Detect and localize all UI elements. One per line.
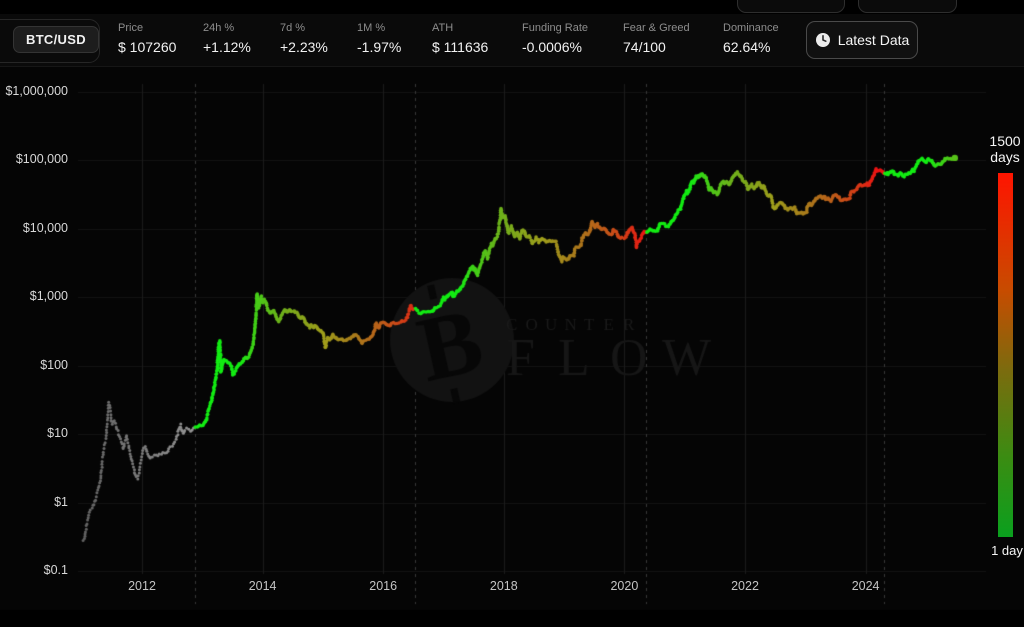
y-axis-tick-label: $10,000: [22, 220, 68, 235]
legend-min-label: 1 day: [991, 543, 1023, 558]
x-axis-tick-label: 2022: [731, 579, 759, 593]
stat-label: 24h %: [203, 22, 235, 34]
y-axis-tick-label: $100: [40, 357, 68, 372]
pair-button[interactable]: BTC/USD: [13, 26, 99, 53]
bottom-bar: [0, 610, 1024, 627]
x-axis-tick-label: 2020: [610, 579, 639, 593]
pair-selector-frame: [0, 19, 100, 63]
stat-label: Fear & Greed: [623, 22, 690, 34]
y-axis-tick-label: $0.1: [43, 563, 68, 577]
stat-funding-rate: Funding Rate -0.0006%: [522, 22, 588, 55]
stat-label: ATH: [432, 22, 454, 34]
x-axis-tick-label: 2024: [851, 579, 880, 593]
stat-fear-greed: Fear & Greed 74/100: [623, 22, 690, 55]
x-axis-tick-label: 2012: [128, 579, 156, 593]
y-axis-tick-label: $1: [54, 494, 68, 509]
stat-price: Price $ 107260: [118, 22, 176, 55]
stat-label: Dominance: [723, 22, 779, 34]
stat-value: +1.12%: [203, 39, 251, 55]
latest-data-label: Latest Data: [837, 32, 910, 48]
stat-24h: 24h % +1.12%: [203, 22, 251, 55]
y-axis-tick-label: $1,000: [29, 289, 68, 303]
top-partial-button-1[interactable]: [737, 0, 845, 13]
stat-7d: 7d % +2.23%: [280, 22, 328, 55]
stat-value: $ 107260: [118, 39, 177, 55]
x-axis-tick-label: 2014: [248, 579, 277, 593]
stat-label: Price: [118, 22, 144, 34]
stat-value: 74/100: [623, 39, 666, 55]
stat-ath: ATH $ 111636: [432, 22, 488, 55]
stat-value: 62.64%: [723, 39, 771, 55]
stat-label: 7d %: [280, 22, 306, 34]
stat-value: -1.97%: [357, 39, 402, 55]
x-axis-tick-label: 2016: [369, 579, 398, 593]
y-axis-tick-label: $1,000,000: [5, 83, 68, 98]
y-axis-tick-label: $10: [47, 426, 68, 440]
stat-label: 1M %: [357, 22, 386, 34]
x-axis-tick-label: 2018: [489, 579, 518, 593]
stat-value: $ 111636: [432, 39, 489, 55]
y-axis-tick-label: $100,000: [15, 152, 68, 166]
stat-1m: 1M % -1.97%: [357, 22, 401, 55]
stat-dominance: Dominance 62.64%: [723, 22, 779, 55]
stat-value: -0.0006%: [522, 39, 582, 55]
clock-icon: [815, 33, 830, 47]
latest-data-button[interactable]: Latest Data: [806, 21, 918, 59]
top-partial-button-2[interactable]: [858, 0, 957, 13]
legend-gradient-bar: [998, 173, 1013, 537]
stats-header: BTC/USD Price $ 107260 24h % +1.12% 7d %…: [0, 14, 1024, 67]
legend-max-label: 1500 days: [989, 133, 1021, 165]
stat-value: +2.23%: [280, 39, 328, 55]
stat-label: Funding Rate: [522, 22, 589, 34]
